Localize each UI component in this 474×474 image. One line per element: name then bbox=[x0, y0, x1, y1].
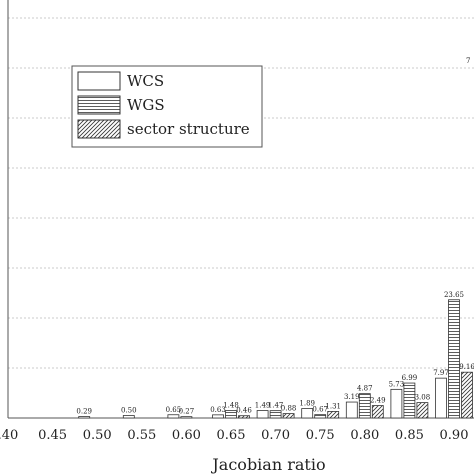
data-label: 3.19 bbox=[344, 393, 360, 401]
data-label: 7.97 bbox=[433, 369, 449, 377]
data-label: 4.87 bbox=[357, 385, 373, 393]
x-tick-label: 0.75 bbox=[306, 428, 335, 443]
data-label: 0.63 bbox=[210, 406, 226, 414]
x-tick-label: 0.60 bbox=[172, 428, 201, 443]
bar-wgs-0.85 bbox=[403, 382, 416, 419]
legend: WCS WGS sector structure bbox=[71, 65, 263, 148]
x-tick-label: 0.85 bbox=[395, 428, 424, 443]
bar-wgs-0.80 bbox=[358, 393, 371, 419]
x-tick-label: 0.45 bbox=[38, 428, 67, 443]
data-label: 1.49 bbox=[255, 402, 271, 410]
x-axis-label: Jacobian ratio bbox=[210, 455, 325, 474]
bars bbox=[78, 299, 473, 419]
data-label: 0.50 bbox=[121, 407, 137, 415]
bar-sector-structure-0.80 bbox=[371, 405, 384, 419]
bar-wgs-0.60 bbox=[180, 416, 193, 419]
bar-sector-structure-0.65 bbox=[238, 415, 250, 419]
x-tick-label: .40 bbox=[0, 428, 18, 443]
data-label: 0.29 bbox=[76, 408, 92, 416]
bar-wcs-0.65 bbox=[212, 414, 224, 419]
data-label: 3.08 bbox=[415, 394, 431, 402]
bar-wgs-0.90 bbox=[448, 299, 460, 419]
data-label: 0.65 bbox=[166, 406, 182, 414]
bar-sector-structure-0.75 bbox=[327, 411, 340, 419]
x-tick-label: 0.90 bbox=[440, 428, 469, 443]
data-label: 9.16 bbox=[459, 363, 474, 371]
bar-wcs-0.80 bbox=[345, 401, 358, 419]
bar-wcs-0.50 bbox=[78, 416, 91, 419]
bar-wcs-0.90 bbox=[435, 377, 447, 419]
legend-label: WGS bbox=[127, 96, 165, 114]
data-label: 1.47 bbox=[268, 402, 284, 410]
legend-label: sector structure bbox=[127, 120, 250, 138]
data-label: 2.49 bbox=[370, 397, 386, 405]
x-tick-label: 0.70 bbox=[261, 428, 290, 443]
x-tick-label: 0.55 bbox=[127, 428, 156, 443]
bar-sector-structure-0.90 bbox=[461, 371, 473, 419]
data-label: 1.89 bbox=[299, 400, 315, 408]
bar-wgs-0.65 bbox=[225, 410, 237, 419]
bar-wcs-0.70 bbox=[256, 410, 269, 419]
bar-wgs-0.75 bbox=[314, 414, 327, 419]
legend-swatch-wcs bbox=[77, 71, 121, 91]
data-label: 0.67 bbox=[312, 406, 328, 414]
data-label: 6.99 bbox=[402, 374, 418, 382]
offscreen-value-label: 7 bbox=[466, 57, 470, 65]
bar-wcs-0.85 bbox=[390, 388, 403, 419]
data-labels: 0.29 0.50 0.650.27 0.631.480.461.491.470.88… bbox=[76, 291, 474, 416]
bar-wcs-0.55 bbox=[122, 415, 135, 419]
data-label: 1.48 bbox=[223, 402, 239, 410]
legend-swatch-sector-structure bbox=[77, 119, 121, 139]
data-label: 0.27 bbox=[179, 408, 195, 416]
data-label: 1.31 bbox=[325, 402, 341, 410]
bar-wcs-0.60 bbox=[167, 414, 180, 419]
bar-wcs-0.75 bbox=[301, 408, 314, 419]
x-tick-label: 0.50 bbox=[83, 428, 112, 443]
x-tick-label: 0.80 bbox=[350, 428, 379, 443]
legend-swatch-wgs bbox=[77, 95, 121, 115]
bar-sector-structure-0.70 bbox=[282, 413, 295, 419]
data-label: 5.73 bbox=[389, 380, 405, 388]
data-label: 23.65 bbox=[444, 291, 464, 299]
x-tick-label: 0.65 bbox=[217, 428, 246, 443]
legend-label: WCS bbox=[127, 72, 164, 90]
x-tick-labels: .40 0.45 0.50 0.55 0.60 0.65 0.70 0.75 0.80 0.85 0… bbox=[0, 428, 468, 443]
bar-sector-structure-0.85 bbox=[416, 402, 429, 419]
data-label: 0.46 bbox=[236, 407, 252, 415]
bar-wgs-0.70 bbox=[269, 410, 282, 419]
data-label: 0.88 bbox=[281, 405, 297, 413]
